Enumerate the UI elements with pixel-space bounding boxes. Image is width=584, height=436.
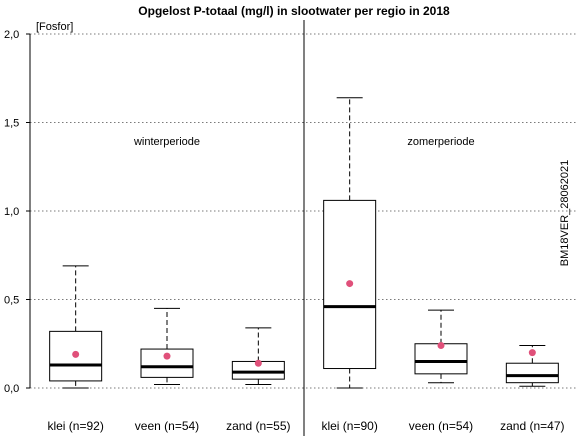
chart-title: Opgelost P-totaal (mg/l) in slootwater p… [138, 4, 450, 18]
box-group [323, 97, 377, 389]
panel: zomerperiode [303, 20, 559, 436]
panel-label: winterperiode [133, 136, 200, 148]
box-group [505, 345, 559, 387]
x-axis-labels: klei (n=92) veen (n=54) zand (n=55) klei (n… [47, 419, 564, 433]
mean-point [72, 350, 80, 358]
y-axis-label: [Fosfor] [36, 21, 73, 33]
panels: winterperiode zomerperiode [49, 20, 559, 436]
grid-lines [30, 33, 578, 389]
panel: winterperiode [49, 136, 285, 389]
x-category-label: zand (n=55) [226, 419, 290, 433]
y-axis: 0,0 0,5 1,0 1,5 2,0 [4, 29, 31, 395]
box-iqr [505, 362, 559, 384]
x-category-label: veen (n=54) [409, 419, 473, 433]
box-group [231, 327, 285, 385]
x-category-label: klei (n=92) [47, 419, 103, 433]
y-tick-label: 0,5 [4, 295, 19, 307]
box-group [49, 265, 103, 389]
mean-point [254, 359, 262, 367]
side-annotation: BM18VER_28062021 [559, 160, 571, 266]
mean-point [346, 280, 354, 288]
mean-point [163, 352, 171, 360]
x-category-label: veen (n=54) [135, 419, 199, 433]
y-tick-label: 1,5 [4, 118, 19, 130]
y-tick-label: 2,0 [4, 29, 19, 41]
x-category-label: zand (n=47) [500, 419, 564, 433]
mean-point [437, 342, 445, 350]
box-group [414, 309, 468, 384]
box-group [140, 307, 194, 385]
x-category-label: klei (n=90) [321, 419, 377, 433]
y-tick-label: 0,0 [4, 383, 19, 395]
y-tick-label: 1,0 [4, 206, 19, 218]
mean-point [528, 349, 536, 357]
panel-label: zomerperiode [407, 136, 474, 148]
